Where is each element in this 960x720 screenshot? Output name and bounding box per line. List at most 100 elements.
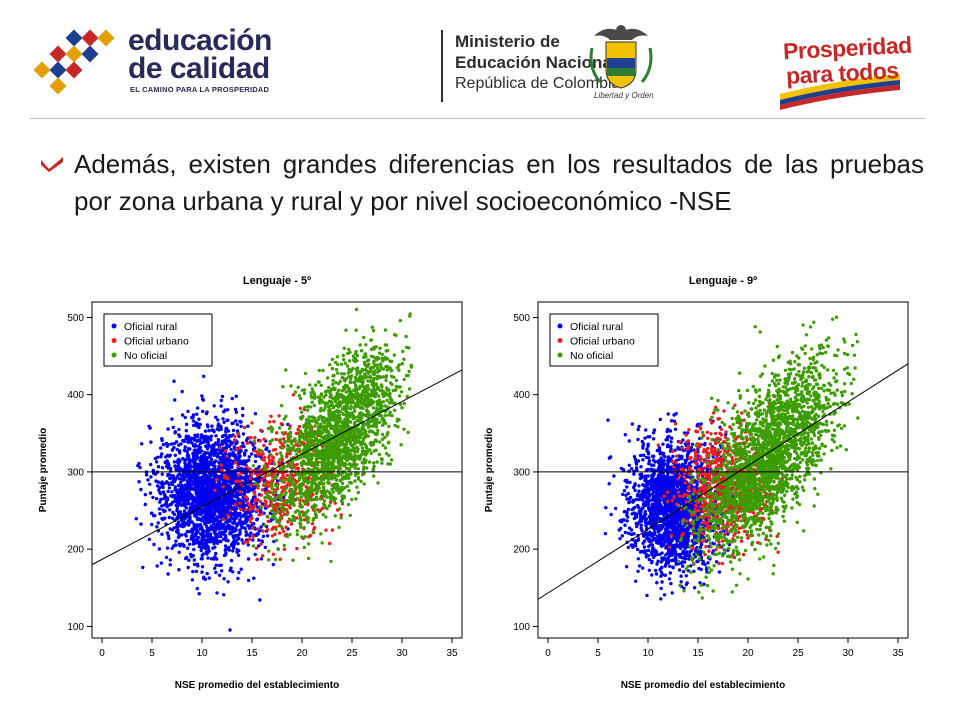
data-point — [362, 450, 366, 454]
data-point — [383, 404, 388, 408]
data-point — [239, 424, 243, 429]
ministry-country: República de Colombia — [455, 75, 621, 92]
data-point — [307, 419, 311, 424]
data-point — [208, 468, 213, 472]
data-point — [302, 425, 306, 429]
data-point — [324, 528, 328, 532]
data-point — [313, 512, 318, 516]
data-point — [206, 506, 211, 510]
data-point — [300, 410, 304, 414]
data-point — [153, 513, 157, 518]
data-point — [151, 468, 155, 472]
data-point — [185, 479, 189, 483]
data-point — [233, 516, 237, 520]
data-point — [300, 415, 305, 419]
data-point — [246, 490, 250, 494]
data-point — [310, 387, 314, 391]
legend-swatch — [111, 338, 117, 343]
data-point — [303, 535, 307, 539]
data-point — [359, 453, 363, 457]
data-point — [321, 368, 325, 373]
data-point — [259, 557, 263, 561]
data-point — [291, 558, 295, 562]
data-point — [338, 447, 342, 452]
data-point — [370, 365, 374, 369]
data-point — [371, 440, 375, 445]
data-point — [171, 479, 176, 483]
data-point — [375, 375, 379, 379]
data-point — [203, 429, 208, 433]
data-point — [316, 455, 320, 459]
data-point — [240, 520, 244, 524]
data-point — [235, 524, 239, 528]
data-point — [212, 453, 216, 457]
data-point — [269, 453, 273, 457]
data-point — [363, 367, 368, 372]
data-point — [260, 539, 264, 543]
data-point — [278, 458, 282, 462]
data-point — [217, 573, 222, 577]
data-point — [307, 535, 311, 539]
data-point — [317, 368, 321, 373]
data-point — [284, 477, 289, 482]
data-point — [201, 507, 205, 511]
data-point — [325, 489, 329, 493]
data-point — [231, 534, 235, 538]
data-point — [270, 504, 275, 508]
data-point — [407, 346, 411, 350]
data-point — [203, 521, 207, 526]
data-point — [184, 429, 188, 433]
data-point — [282, 464, 286, 469]
data-point — [212, 530, 217, 534]
data-point — [334, 478, 339, 482]
data-point — [353, 466, 357, 470]
data-point — [342, 450, 347, 455]
data-point — [250, 526, 255, 530]
data-point — [298, 513, 302, 517]
data-point — [180, 477, 184, 481]
data-point — [381, 443, 385, 447]
data-point — [237, 454, 241, 458]
data-point — [317, 440, 322, 444]
data-point — [256, 527, 260, 531]
data-point — [323, 505, 327, 509]
data-point — [223, 408, 227, 412]
data-point — [228, 628, 232, 632]
data-point — [167, 515, 172, 520]
data-point — [222, 553, 227, 558]
data-point — [367, 448, 371, 452]
data-point — [200, 570, 204, 574]
data-point — [603, 531, 608, 536]
data-point — [348, 449, 352, 454]
data-point — [165, 546, 170, 550]
data-point — [265, 446, 269, 450]
data-point — [328, 541, 332, 546]
data-point — [356, 477, 361, 481]
data-point — [197, 517, 202, 521]
data-point — [401, 349, 405, 354]
data-point — [311, 530, 315, 534]
data-point — [342, 346, 346, 350]
data-point — [160, 484, 164, 489]
data-point — [244, 530, 248, 534]
data-point — [326, 458, 330, 462]
data-point — [351, 436, 356, 440]
data-point — [262, 464, 267, 468]
data-point — [356, 447, 360, 451]
data-point — [219, 474, 223, 478]
data-point — [266, 528, 270, 532]
data-point — [192, 464, 196, 468]
data-point — [204, 486, 209, 490]
data-point — [242, 513, 246, 517]
data-point — [183, 487, 187, 491]
data-point — [219, 534, 223, 539]
data-point — [165, 496, 170, 500]
data-point — [380, 432, 385, 437]
data-point — [219, 569, 224, 573]
data-point — [180, 493, 184, 497]
data-point — [246, 487, 250, 491]
data-point — [230, 396, 234, 401]
data-point — [348, 420, 353, 424]
data-point — [174, 539, 178, 543]
data-point — [177, 427, 181, 432]
